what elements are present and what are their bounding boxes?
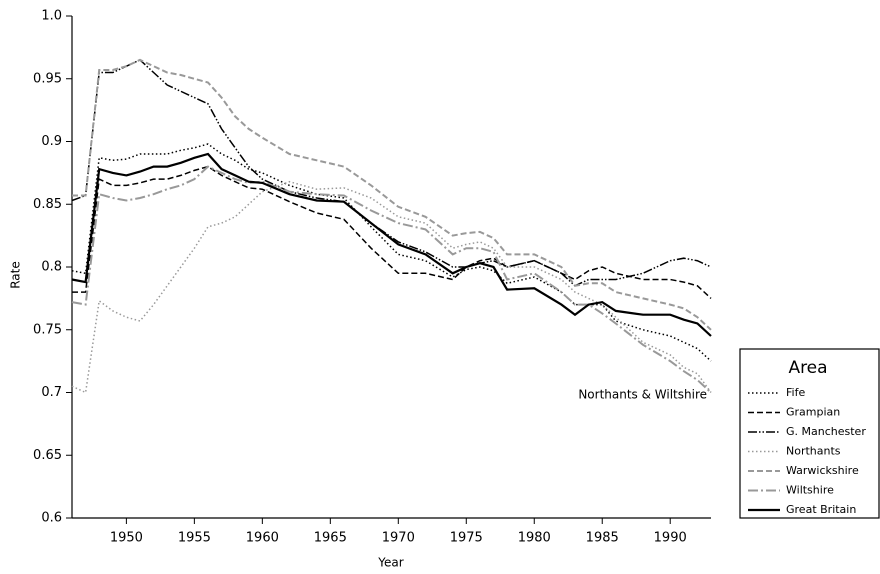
series-line: [72, 58, 712, 331]
x-tick-label: 1970: [382, 531, 415, 546]
x-tick-label: 1950: [110, 531, 143, 546]
x-tick-label: 1975: [450, 531, 483, 546]
y-tick-label: 0.95: [33, 71, 62, 86]
y-tick-label: 0.65: [33, 448, 62, 463]
legend-label: Wiltshire: [786, 484, 834, 497]
y-tick-label: 0.75: [33, 322, 62, 337]
legend-label: Fife: [786, 386, 805, 399]
x-tick-label: 1980: [518, 531, 551, 546]
legend-title: Area: [788, 358, 827, 378]
series-line: [71, 165, 712, 394]
x-tick-label: 1960: [246, 531, 279, 546]
series-line: [71, 59, 712, 287]
series-line: [71, 180, 712, 394]
series-line: [71, 152, 712, 337]
y-tick-label: 1.0: [41, 9, 62, 24]
legend-label: Warwickshire: [786, 464, 859, 477]
y-tick-label: 0.85: [33, 197, 62, 212]
legend-label: G. Manchester: [786, 425, 866, 438]
legend-label: Northants: [786, 445, 841, 458]
x-axis-label: Year: [377, 556, 403, 570]
x-tick-label: 1990: [654, 531, 687, 546]
legend-box: [739, 348, 880, 519]
legend-label: Great Britain: [786, 503, 856, 516]
x-tick-label: 1985: [586, 531, 619, 546]
x-tick-label: 1955: [178, 531, 211, 546]
annotation: Northants & Wiltshire: [578, 388, 707, 402]
y-tick-label: 0.9: [41, 134, 62, 149]
x-tick-label: 1965: [314, 531, 347, 546]
y-axis-label: Rate: [9, 261, 23, 289]
y-tick-label: 0.6: [41, 511, 62, 526]
y-tick-label: 0.8: [41, 260, 62, 275]
series-line: [72, 165, 712, 299]
y-tick-label: 0.7: [41, 385, 62, 400]
legend-label: Grampian: [786, 406, 840, 419]
series-line: [71, 143, 712, 362]
